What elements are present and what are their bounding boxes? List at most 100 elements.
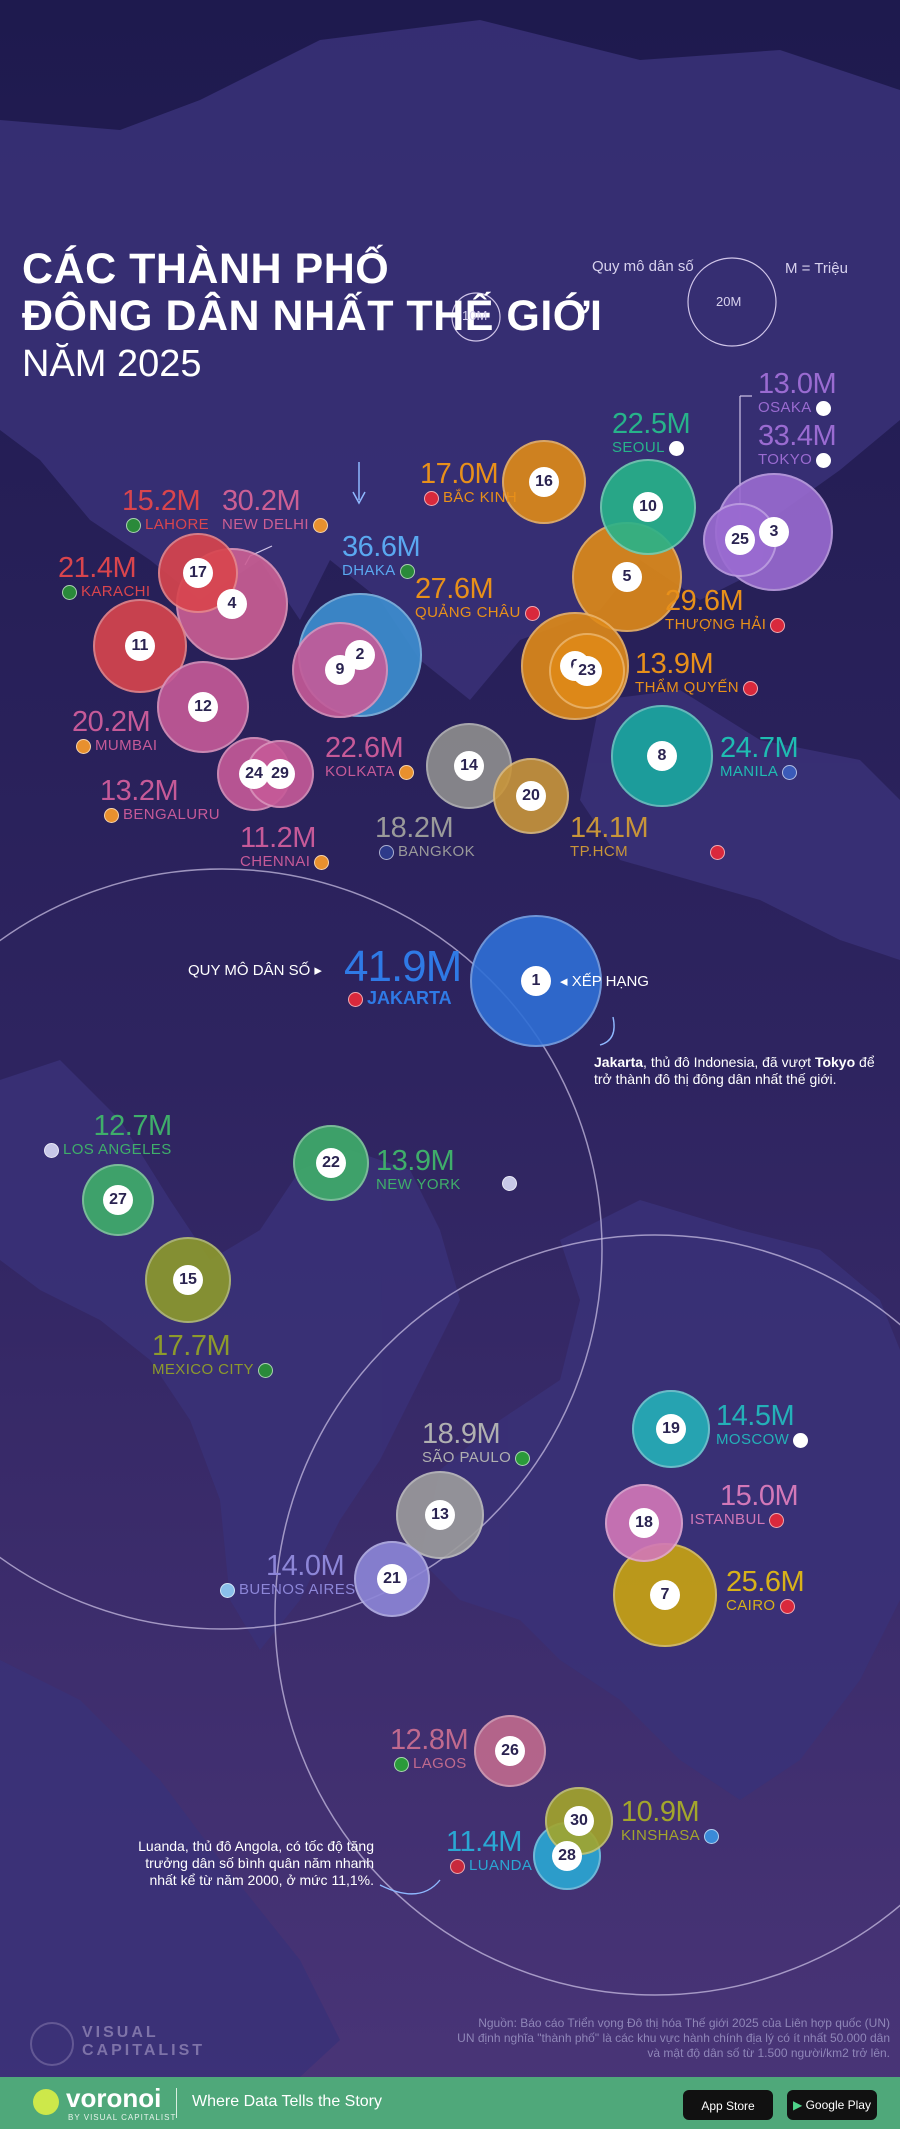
- population-value: 27.6M: [415, 573, 494, 605]
- city-name: TP.HCM: [570, 843, 628, 860]
- city-label-bengaluru: 13.2M BENGALURU: [100, 775, 220, 823]
- city-name: MUMBAI: [95, 737, 158, 754]
- jakarta-note: Jakarta, thủ đô Indonesia, đã vượt Tokyo…: [594, 1054, 875, 1087]
- city-name: CAIRO: [726, 1597, 776, 1614]
- key-population-label: QUY MÔ DÂN SỐ ▸: [188, 962, 322, 979]
- app-store-label: App Store: [701, 2099, 755, 2113]
- india-flag-icon: [104, 807, 119, 823]
- usa-flag-icon: [44, 1142, 59, 1158]
- rank-badge: 20: [516, 781, 546, 811]
- rank-badge: 7: [650, 1580, 680, 1610]
- city-label-mumbai: 20.2M MUMBAI: [72, 706, 157, 754]
- google-play-button[interactable]: ▶ Google Play: [787, 2090, 877, 2120]
- population-value: 12.7M: [93, 1110, 173, 1142]
- city-name: ISTANBUL: [690, 1511, 766, 1528]
- city-name: BENGALURU: [123, 806, 220, 823]
- rank-badge: 8: [647, 741, 677, 771]
- population-value: 30.2M: [222, 485, 301, 517]
- footer-divider: [176, 2088, 177, 2118]
- population-value: 20.2M: [72, 706, 151, 738]
- watermark: VISUAL CAPITALIST: [82, 2024, 206, 2059]
- city-name: BẮC KINH: [443, 489, 518, 506]
- city-name: THẨM QUYẾN: [635, 679, 740, 696]
- city-name: KOLKATA: [325, 763, 395, 780]
- city-name: DHAKA: [342, 562, 396, 579]
- city-name: MOSCOW: [716, 1431, 790, 1448]
- rank-badge: 11: [125, 631, 155, 661]
- mexico-flag-icon: [257, 1362, 273, 1378]
- population-value: 41.9M: [344, 942, 462, 991]
- play-icon: ▶: [793, 2098, 806, 2112]
- pakistan-flag-icon: [126, 517, 141, 533]
- city-label-karachi: 21.4M KARACHI: [58, 552, 150, 600]
- rank-badge: 1: [521, 966, 551, 996]
- city-name: LUANDA: [469, 1857, 533, 1874]
- city-label-kinshasa: 10.9M KINSHASA: [621, 1796, 723, 1844]
- city-label-beijing: 17.0M BẮC KINH: [420, 458, 517, 506]
- population-value: 18.2M: [375, 812, 454, 844]
- rank-badge: 15: [173, 1265, 203, 1295]
- luanda-note: Luanda, thủ đô Angola, có tốc độ tăng tr…: [138, 1838, 374, 1888]
- city-name: THƯỢNG HẢI: [665, 616, 767, 633]
- tagline: Where Data Tells the Story: [192, 2093, 383, 2110]
- nigeria-flag-icon: [394, 1756, 409, 1772]
- china-flag-icon: [424, 490, 439, 506]
- city-label-chennai: 11.2M CHENNAI: [240, 822, 333, 870]
- city-label-hcmc: 14.1M TP.HCM: [570, 812, 649, 860]
- rank-badge: 4: [217, 589, 247, 619]
- population-value: 14.5M: [716, 1400, 795, 1432]
- city-label-seoul: 22.5M SEOUL: [612, 408, 691, 456]
- city-name: MEXICO CITY: [152, 1361, 254, 1378]
- rank-badge: 13: [425, 1500, 455, 1530]
- app-store-button[interactable]: App Store: [683, 2090, 773, 2120]
- rank-badge: 5: [612, 562, 642, 592]
- bangladesh-flag-icon: [399, 563, 415, 579]
- population-value: 13.0M: [758, 368, 837, 400]
- usa-flag-icon: [502, 1176, 517, 1191]
- rank-badge: 22: [316, 1148, 346, 1178]
- drc-flag-icon: [704, 1828, 720, 1844]
- population-value: 11.2M: [240, 822, 316, 854]
- city-label-tokyo: 33.4M TOKYO: [758, 420, 837, 468]
- population-value: 14.1M: [570, 812, 649, 844]
- city-label-kolkata: 22.6M KOLKATA: [325, 732, 418, 780]
- city-name: QUẢNG CHÂU: [415, 604, 521, 621]
- city-name: SÃO PAULO: [422, 1449, 512, 1466]
- pakistan-flag-icon: [62, 584, 77, 600]
- rank-badge: 18: [629, 1508, 659, 1538]
- rank-badge: 16: [529, 467, 559, 497]
- legend-unit-note: M = Triệu: [785, 260, 848, 277]
- rank-badge: 30: [564, 1806, 594, 1836]
- city-name: MANILA: [720, 763, 779, 780]
- china-flag-icon: [743, 680, 759, 696]
- china-flag-icon: [524, 605, 540, 621]
- key-rank-label: ◂ XẾP HẠNG: [560, 973, 649, 990]
- city-name: OSAKA: [758, 399, 812, 416]
- city-name: LOS ANGELES: [63, 1141, 172, 1158]
- rank-badge: 21: [377, 1564, 407, 1594]
- legend-large-label: 20M: [716, 294, 742, 309]
- city-name: TOKYO: [758, 451, 813, 468]
- rank-badge: 19: [656, 1414, 686, 1444]
- city-name: NEW YORK: [376, 1176, 461, 1193]
- population-value: 10.9M: [621, 1796, 700, 1828]
- city-name: SEOUL: [612, 439, 665, 456]
- city-label-jakarta: 41.9M JAKARTA: [344, 942, 462, 1009]
- city-name: JAKARTA: [367, 988, 452, 1008]
- source-note: Nguồn: Báo cáo Triển vọng Đô thị hóa Thế…: [457, 2016, 890, 2060]
- population-value: 22.5M: [612, 408, 691, 440]
- city-name: KARACHI: [81, 583, 151, 600]
- turkey-flag-icon: [769, 1512, 785, 1528]
- voronoi-logo-icon: [33, 2089, 59, 2115]
- population-value: 21.4M: [58, 552, 137, 584]
- population-value: 14.0M: [266, 1550, 345, 1582]
- russia-flag-icon: [793, 1432, 809, 1448]
- rank-badge: 14: [454, 751, 484, 781]
- city-label-lagos: 12.8M LAGOS: [390, 1724, 469, 1772]
- rank-badge: 3: [759, 517, 789, 547]
- population-value: 29.6M: [665, 585, 744, 617]
- egypt-flag-icon: [779, 1598, 795, 1614]
- population-value: 13.2M: [100, 775, 179, 807]
- footer-bar: voronoi BY VISUAL CAPITALIST Where Data …: [0, 2077, 900, 2129]
- thailand-flag-icon: [379, 844, 394, 860]
